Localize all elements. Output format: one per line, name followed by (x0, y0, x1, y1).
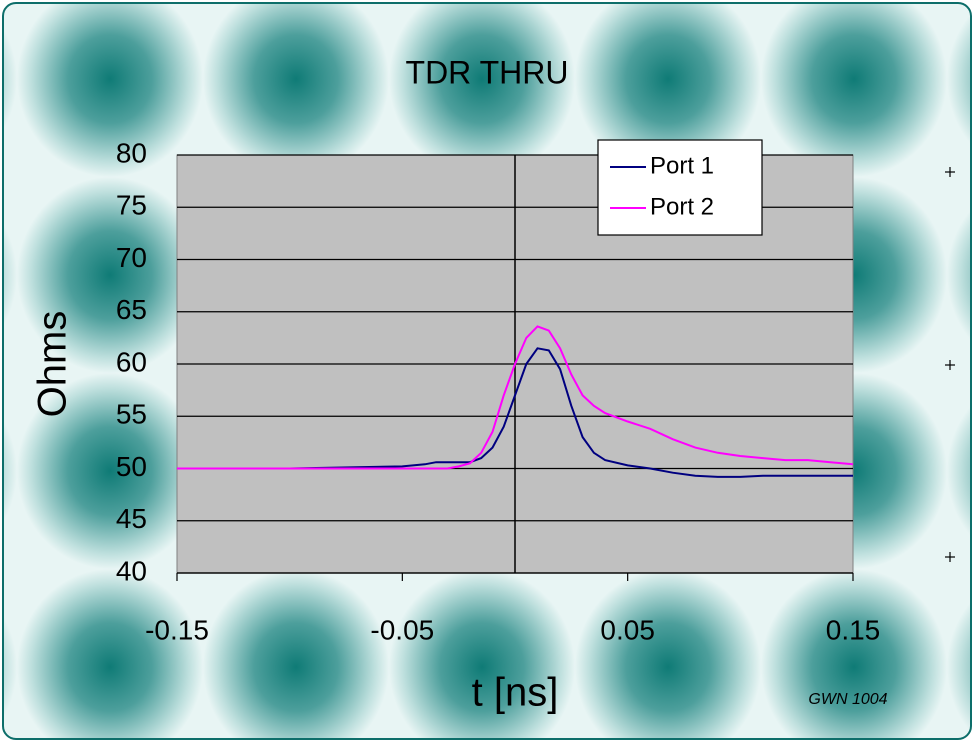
y-tick-label: 40 (116, 555, 147, 586)
chart-title: TDR THRU (406, 54, 569, 90)
y-tick-label: 45 (116, 503, 147, 534)
x-tick-label: -0.05 (370, 614, 434, 645)
y-tick-label: 50 (116, 451, 147, 482)
annotation: GWN 1004 (808, 691, 887, 708)
line-series (177, 347, 853, 478)
y-tick-label: 80 (116, 137, 147, 168)
legend (597, 139, 763, 236)
y-tick-label: 65 (116, 294, 147, 325)
y-tick-label: 55 (116, 399, 147, 430)
decorations (945, 167, 955, 562)
x-tick-label: 0.15 (826, 614, 881, 645)
x-axis-label: t [ns] (472, 671, 559, 715)
legend-label: Port 2 (650, 193, 714, 220)
x-tick-label: -0.15 (145, 614, 209, 645)
legend-label: Port 1 (650, 152, 714, 179)
y-axis-label: Ohms (31, 311, 75, 418)
y-tick-label: 75 (116, 190, 147, 221)
x-tick-label: 0.05 (600, 614, 655, 645)
y-tick-label: 70 (116, 242, 147, 273)
line-series (177, 325, 854, 470)
y-tick-label: 60 (116, 346, 147, 377)
